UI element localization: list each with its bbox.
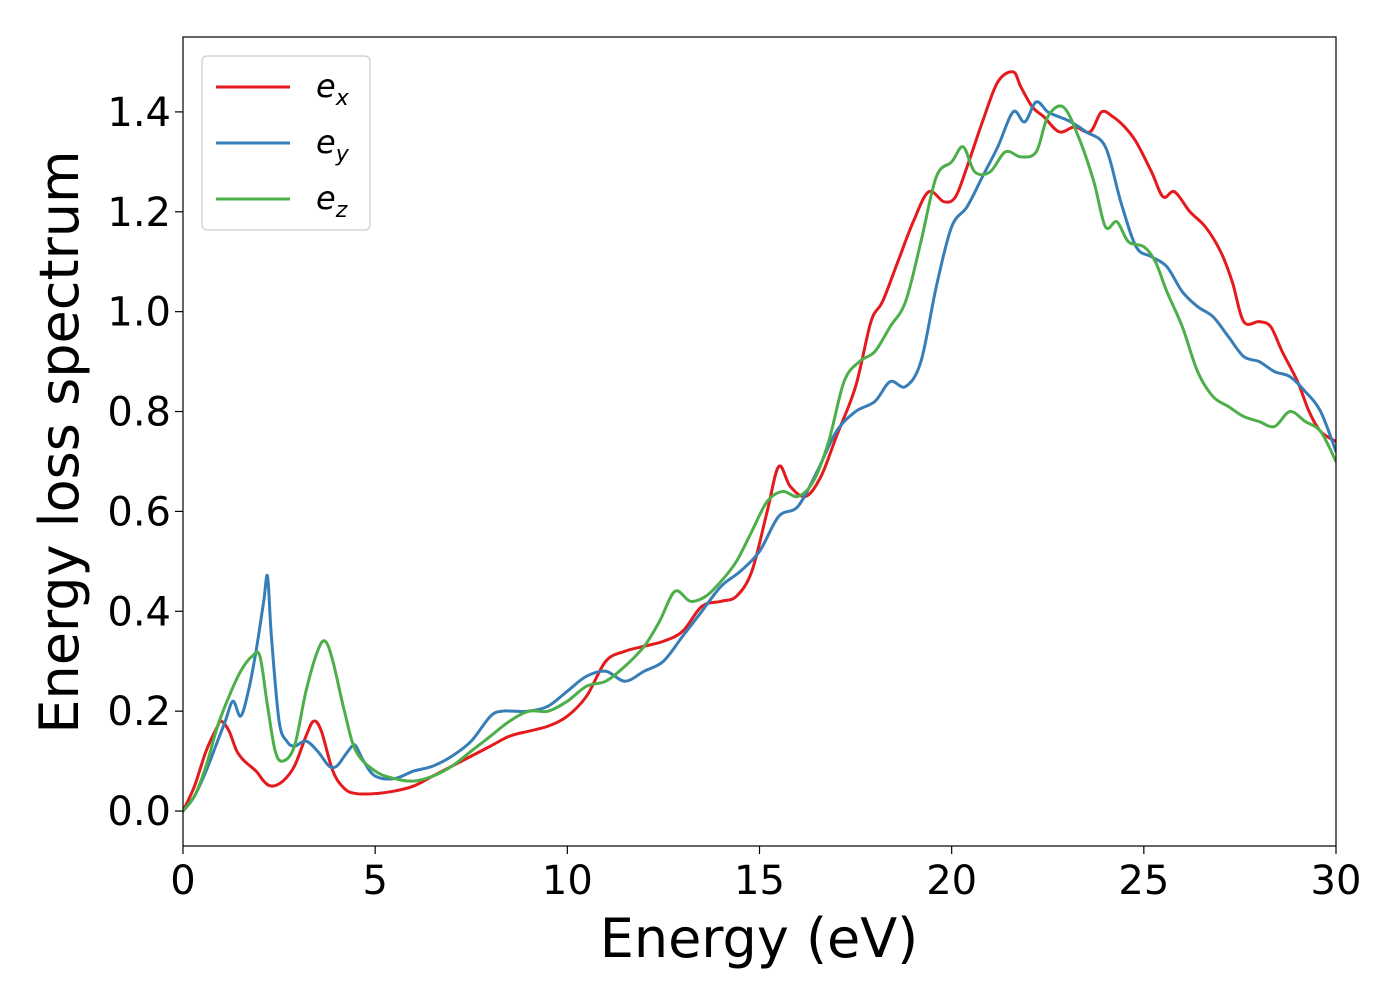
- x-tick-label: 20: [926, 858, 977, 904]
- x-tick-label: 10: [542, 858, 593, 904]
- x-axis: 0 5 10 15 20 25 30: [170, 846, 1361, 904]
- series-line-y: [183, 100, 1336, 813]
- legend-label-x: ex: [316, 67, 350, 111]
- y-tick-label: 0.0: [107, 789, 171, 835]
- series-line-x: [183, 70, 1336, 813]
- y-tick-label: 1.4: [107, 90, 171, 136]
- x-tick-label: 25: [1118, 858, 1169, 904]
- chart-series-layer: [183, 70, 1336, 813]
- y-tick-label: 0.6: [107, 489, 171, 535]
- y-axis: 0.0 0.2 0.4 0.6 0.8 1.0 1.2 1.4: [107, 90, 183, 835]
- legend: ex ey ez: [201, 55, 371, 231]
- x-axis-title: Energy (eV): [600, 907, 919, 970]
- series-line-z: [183, 104, 1336, 813]
- y-tick-label: 0.2: [107, 689, 171, 735]
- legend-label-y: ey: [316, 123, 350, 167]
- y-tick-label: 0.4: [107, 589, 171, 635]
- y-tick-label: 0.8: [107, 390, 171, 436]
- y-tick-label: 1.2: [107, 190, 171, 236]
- y-axis-title: Energy loss spectrum: [28, 150, 91, 733]
- x-tick-label: 5: [362, 858, 387, 904]
- x-tick-label: 15: [734, 858, 785, 904]
- y-tick-label: 1.0: [107, 290, 171, 336]
- x-tick-label: 0: [170, 858, 195, 904]
- legend-label-z: ez: [316, 179, 348, 223]
- x-tick-label: 30: [1311, 858, 1362, 904]
